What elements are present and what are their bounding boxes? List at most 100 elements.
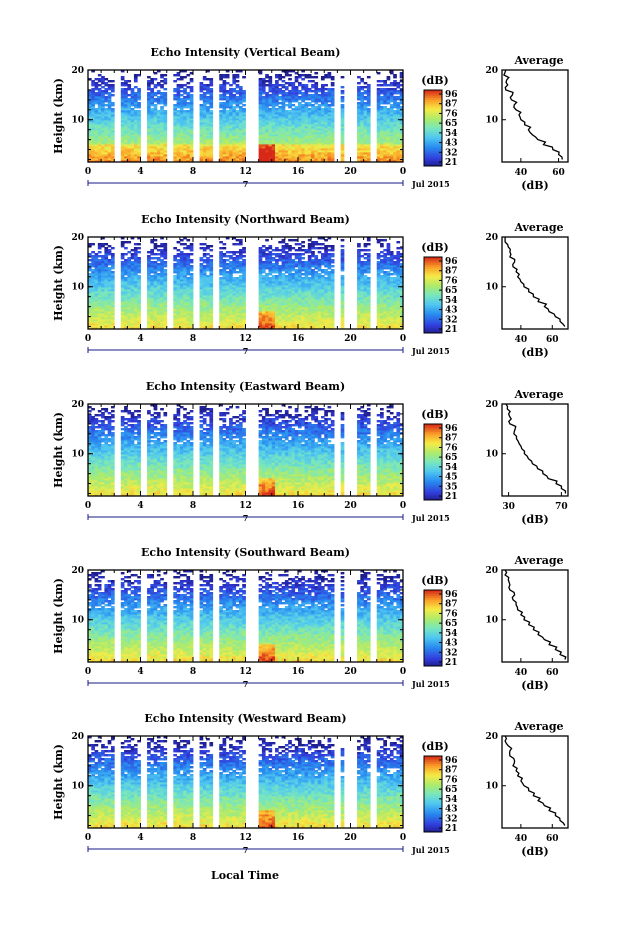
heatmap-title: Echo Intensity (Westward Beam) bbox=[144, 712, 346, 725]
time-tick-label: 4 bbox=[137, 833, 143, 843]
time-tick-label: 12 bbox=[239, 501, 252, 511]
time-tick-label: 16 bbox=[292, 833, 305, 843]
profile-db-tick: 40 bbox=[515, 668, 528, 678]
profile-title: Average bbox=[513, 388, 563, 401]
day-marker: 7 bbox=[243, 513, 249, 523]
height-tick-label: 20 bbox=[71, 233, 84, 243]
profile-xlabel: (dB) bbox=[521, 346, 548, 359]
colorbar-tick-label: 32 bbox=[445, 315, 458, 325]
time-tick-label: 4 bbox=[137, 501, 143, 511]
date-label: Jul 2015 bbox=[411, 513, 450, 523]
colorbar-tick-label: 76 bbox=[445, 609, 458, 619]
profile-height-tick: 10 bbox=[485, 116, 498, 126]
colorbar-tick-label: 96 bbox=[445, 590, 458, 600]
colorbar-tick-label: 43 bbox=[445, 306, 458, 316]
profile-height-tick: 10 bbox=[485, 283, 498, 293]
colorbar-tick-label: 35 bbox=[445, 482, 458, 492]
profile-title: Average bbox=[513, 720, 563, 733]
time-tick-label: 12 bbox=[239, 167, 252, 177]
beam-panel: Echo Intensity (Westward Beam) Height (km… bbox=[52, 712, 569, 858]
heatmap-title: Echo Intensity (Eastward Beam) bbox=[146, 380, 345, 393]
profile-xlabel: (dB) bbox=[521, 679, 548, 692]
time-tick-label: 16 bbox=[292, 167, 305, 177]
time-tick-label: 0 bbox=[400, 167, 406, 177]
profile-height-tick: 20 bbox=[485, 233, 498, 243]
time-tick-label: 12 bbox=[239, 334, 252, 344]
height-axis-label: Height (km) bbox=[52, 412, 65, 488]
colorbar-tick-label: 76 bbox=[445, 775, 458, 785]
colorbar-tick-label: 87 bbox=[445, 434, 458, 444]
profile-xlabel: (dB) bbox=[521, 845, 548, 858]
colorbar-tick-label: 32 bbox=[445, 648, 458, 658]
time-tick-label: 12 bbox=[239, 833, 252, 843]
profile-height-tick: 20 bbox=[485, 66, 498, 76]
colorbar-tick-label: 76 bbox=[445, 276, 458, 286]
height-tick-label: 10 bbox=[71, 283, 84, 293]
colorbar bbox=[423, 89, 443, 167]
time-tick-label: 8 bbox=[190, 501, 196, 511]
colorbar-tick-label: 65 bbox=[445, 453, 458, 463]
colorbar-tick-label: 21 bbox=[445, 158, 458, 168]
profile-db-tick: 40 bbox=[515, 834, 528, 844]
profile-height-tick: 10 bbox=[485, 616, 498, 626]
profile-db-tick: 60 bbox=[546, 668, 559, 678]
profile-line bbox=[504, 237, 566, 327]
time-tick-label: 20 bbox=[344, 167, 357, 177]
colorbar-tick-label: 87 bbox=[445, 267, 458, 277]
time-tick-label: 8 bbox=[190, 334, 196, 344]
time-tick-label: 4 bbox=[137, 167, 143, 177]
echo-heatmap bbox=[88, 570, 404, 663]
profile-frame bbox=[501, 569, 569, 663]
time-tick-label: 12 bbox=[239, 667, 252, 677]
time-tick-label: 20 bbox=[344, 833, 357, 843]
colorbar-tick-label: 21 bbox=[445, 492, 458, 502]
day-marker: 7 bbox=[243, 679, 249, 689]
colorbar-tick-label: 87 bbox=[445, 100, 458, 110]
colorbar bbox=[423, 256, 443, 334]
profile-title: Average bbox=[513, 54, 563, 67]
profile-height-tick: 10 bbox=[485, 450, 498, 460]
profile-db-tick: 70 bbox=[555, 502, 568, 512]
time-tick-label: 0 bbox=[85, 667, 91, 677]
colorbar bbox=[423, 423, 443, 501]
colorbar-tick-label: 43 bbox=[445, 805, 458, 815]
profile-title: Average bbox=[513, 554, 563, 567]
colorbar-tick-label: 21 bbox=[445, 658, 458, 668]
day-marker: 7 bbox=[243, 179, 249, 189]
average-profile bbox=[501, 569, 569, 663]
colorbar bbox=[423, 755, 443, 833]
echo-heatmap bbox=[88, 736, 404, 829]
height-tick-label: 10 bbox=[71, 116, 84, 126]
height-axis-label: Height (km) bbox=[52, 578, 65, 654]
profile-db-tick: 60 bbox=[546, 335, 559, 345]
colorbar-tick-label: 54 bbox=[445, 629, 458, 639]
height-axis-label: Height (km) bbox=[52, 78, 65, 154]
colorbar-tick-label: 76 bbox=[445, 443, 458, 453]
colorbar-label: (dB) bbox=[421, 241, 448, 254]
echo-heatmap bbox=[88, 404, 404, 497]
colorbar-tick-label: 65 bbox=[445, 619, 458, 629]
colorbar bbox=[423, 589, 443, 667]
echo-heatmap bbox=[88, 70, 404, 163]
profile-height-tick: 20 bbox=[485, 400, 498, 410]
colorbar-tick-label: 32 bbox=[445, 148, 458, 158]
profile-xlabel: (dB) bbox=[521, 513, 548, 526]
day-marker: 7 bbox=[243, 346, 249, 356]
time-tick-label: 0 bbox=[400, 501, 406, 511]
colorbar-tick-label: 43 bbox=[445, 639, 458, 649]
time-tick-label: 16 bbox=[292, 501, 305, 511]
height-tick-label: 20 bbox=[71, 66, 84, 76]
time-tick-label: 0 bbox=[400, 334, 406, 344]
profile-frame bbox=[501, 735, 569, 829]
time-tick-label: 0 bbox=[85, 167, 91, 177]
profile-frame bbox=[501, 69, 569, 163]
profile-line bbox=[503, 69, 563, 160]
average-profile bbox=[501, 236, 569, 330]
colorbar-tick-label: 96 bbox=[445, 756, 458, 766]
time-tick-label: 16 bbox=[292, 667, 305, 677]
height-tick-label: 20 bbox=[71, 566, 84, 576]
time-tick-label: 4 bbox=[137, 334, 143, 344]
colorbar-label: (dB) bbox=[421, 408, 448, 421]
time-tick-label: 0 bbox=[85, 833, 91, 843]
colorbar-tick-label: 54 bbox=[445, 129, 458, 139]
